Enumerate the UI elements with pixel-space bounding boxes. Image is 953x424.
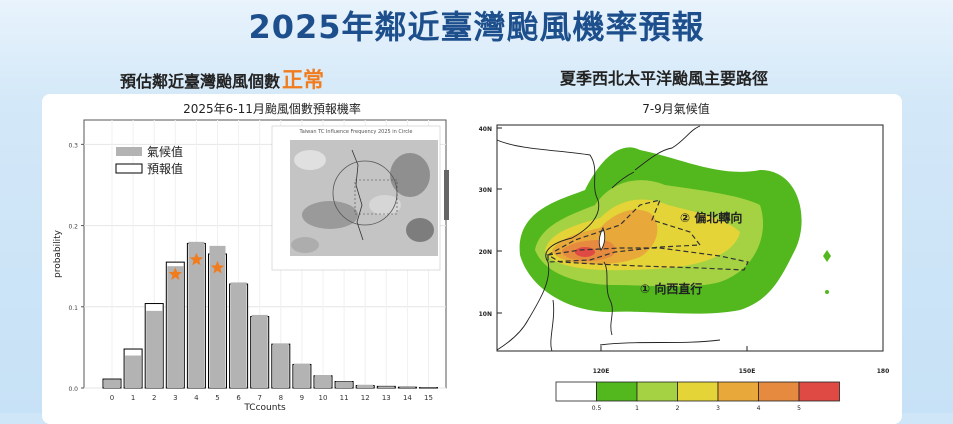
colorbar-swatch [718,382,759,401]
colorbar-swatch [597,382,638,401]
colorbar-tick-label: 0.5 [592,405,602,412]
map-x-tick-label: 120E [593,368,610,375]
map-y-tick-label: 20N [479,249,492,256]
colorbar: 0.5 1 2 3 4 5 [556,382,840,412]
map-y-tick-label: 10N [479,311,492,318]
colorbar-tick-label: 4 [757,405,761,412]
level-6-area [575,247,595,257]
colorbar-swatch [759,382,800,401]
map-x-tick-label: 150E [739,368,756,375]
colorbar-tick-label: 5 [797,405,801,412]
map-y-tick-label: 30N [479,187,492,194]
map-title: 7-9月氣候值 [642,101,710,116]
colorbar-swatch [678,382,719,401]
colorbar-swatch [556,382,597,401]
island-marker [825,290,829,294]
track-label-recurving: ② 偏北轉向 [680,210,742,225]
map-x-tick-label: 180 [877,368,890,375]
colorbar-swatch [799,382,840,401]
colorbar-swatch [637,382,678,401]
track-label-westward: ① 向西直行 [640,281,702,296]
colorbar-tick-label: 2 [676,405,680,412]
map-y-tick-label: 40N [479,126,492,133]
colorbar-tick-label: 3 [716,405,720,412]
colorbar-tick-label: 1 [635,405,639,412]
